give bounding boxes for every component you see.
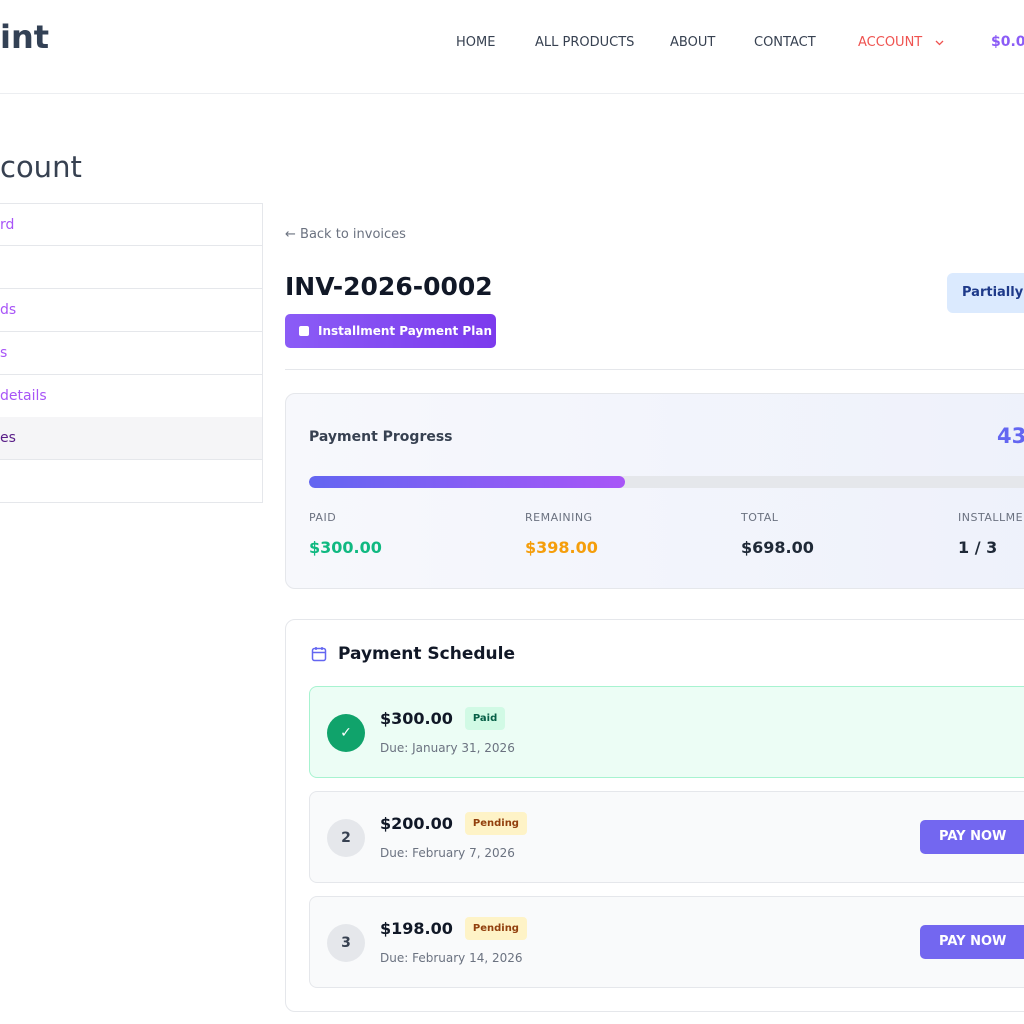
plan-tag: Installment Payment Plan: [285, 314, 496, 348]
menu-item[interactable]: ds: [0, 289, 263, 332]
installment: 2 $200.00 Pending Due: February 7, 2026 P…: [309, 791, 1024, 883]
menu-item[interactable]: [0, 246, 263, 289]
schedule-card: [285, 619, 1024, 1012]
badge: Pending: [464, 917, 527, 940]
menu-item[interactable]: rd: [0, 203, 263, 246]
menu-item[interactable]: s: [0, 332, 263, 375]
schedule-title: Payment Schedule: [338, 644, 516, 664]
badge: Pending: [464, 812, 527, 835]
stat-value: $698.00: [741, 538, 814, 557]
progress-percent: 43: [997, 424, 1024, 448]
stat-value: $398.00: [525, 538, 598, 557]
due-date: Due: February 7, 2026: [380, 846, 515, 860]
progress-track: [309, 476, 1024, 488]
stat-value: 1 / 3: [958, 538, 998, 557]
due-date: Due: January 31, 2026: [380, 741, 515, 755]
nav-contact[interactable]: CONTACT: [754, 35, 816, 50]
installment: 3 $198.00 Pending Due: February 14, 2026 …: [309, 896, 1024, 988]
divider: [285, 369, 1024, 370]
stat-label: INSTALLMEI: [958, 511, 1024, 524]
calendar-icon: [311, 647, 327, 662]
amount: $198.00: [380, 919, 453, 938]
index: 2: [327, 819, 365, 857]
nav-about[interactable]: ABOUT: [670, 35, 716, 50]
nav-products[interactable]: ALL PRODUCTS: [535, 35, 635, 50]
back-link[interactable]: ← Back to invoices: [285, 227, 406, 242]
progress-title: Payment Progress: [309, 429, 453, 445]
logo[interactable]: int: [0, 18, 50, 56]
index: 3: [327, 924, 365, 962]
progress-fill: [309, 476, 626, 488]
installment: ✓ $300.00 Paid Due: January 31, 2026: [309, 686, 1024, 778]
tag-text: Installment Payment Plan: [318, 324, 492, 338]
amount: $200.00: [380, 814, 453, 833]
paid-check: ✓: [327, 714, 365, 752]
stat-label: REMAINING: [525, 511, 593, 524]
header-border: [0, 93, 1024, 94]
menu-item[interactable]: [0, 460, 263, 503]
due-date: Due: February 14, 2026: [380, 951, 523, 965]
menu-item-active[interactable]: es: [0, 417, 263, 460]
progress-card: [285, 393, 1024, 589]
stat-value: $300.00: [309, 538, 382, 557]
pay-button[interactable]: PAY NOW: [920, 925, 1024, 959]
status-text: Partially I: [962, 285, 1024, 300]
nav-account[interactable]: ACCOUNT: [858, 35, 923, 50]
amount: $300.00: [380, 709, 453, 728]
sidebar-title: count: [0, 150, 82, 184]
pay-button[interactable]: PAY NOW: [920, 820, 1024, 854]
stat-label: PAID: [309, 511, 337, 524]
nav-home[interactable]: HOME: [456, 35, 496, 50]
tag-icon: [299, 326, 309, 336]
invoice-number: INV-2026-0002: [285, 272, 493, 301]
cart[interactable]: $0.0: [991, 34, 1024, 50]
status-badge: Partially I: [947, 273, 1024, 313]
badge: Paid: [464, 707, 506, 730]
menu-item[interactable]: details: [0, 375, 263, 418]
chevron: [935, 40, 944, 46]
stat-label: TOTAL: [741, 511, 779, 524]
